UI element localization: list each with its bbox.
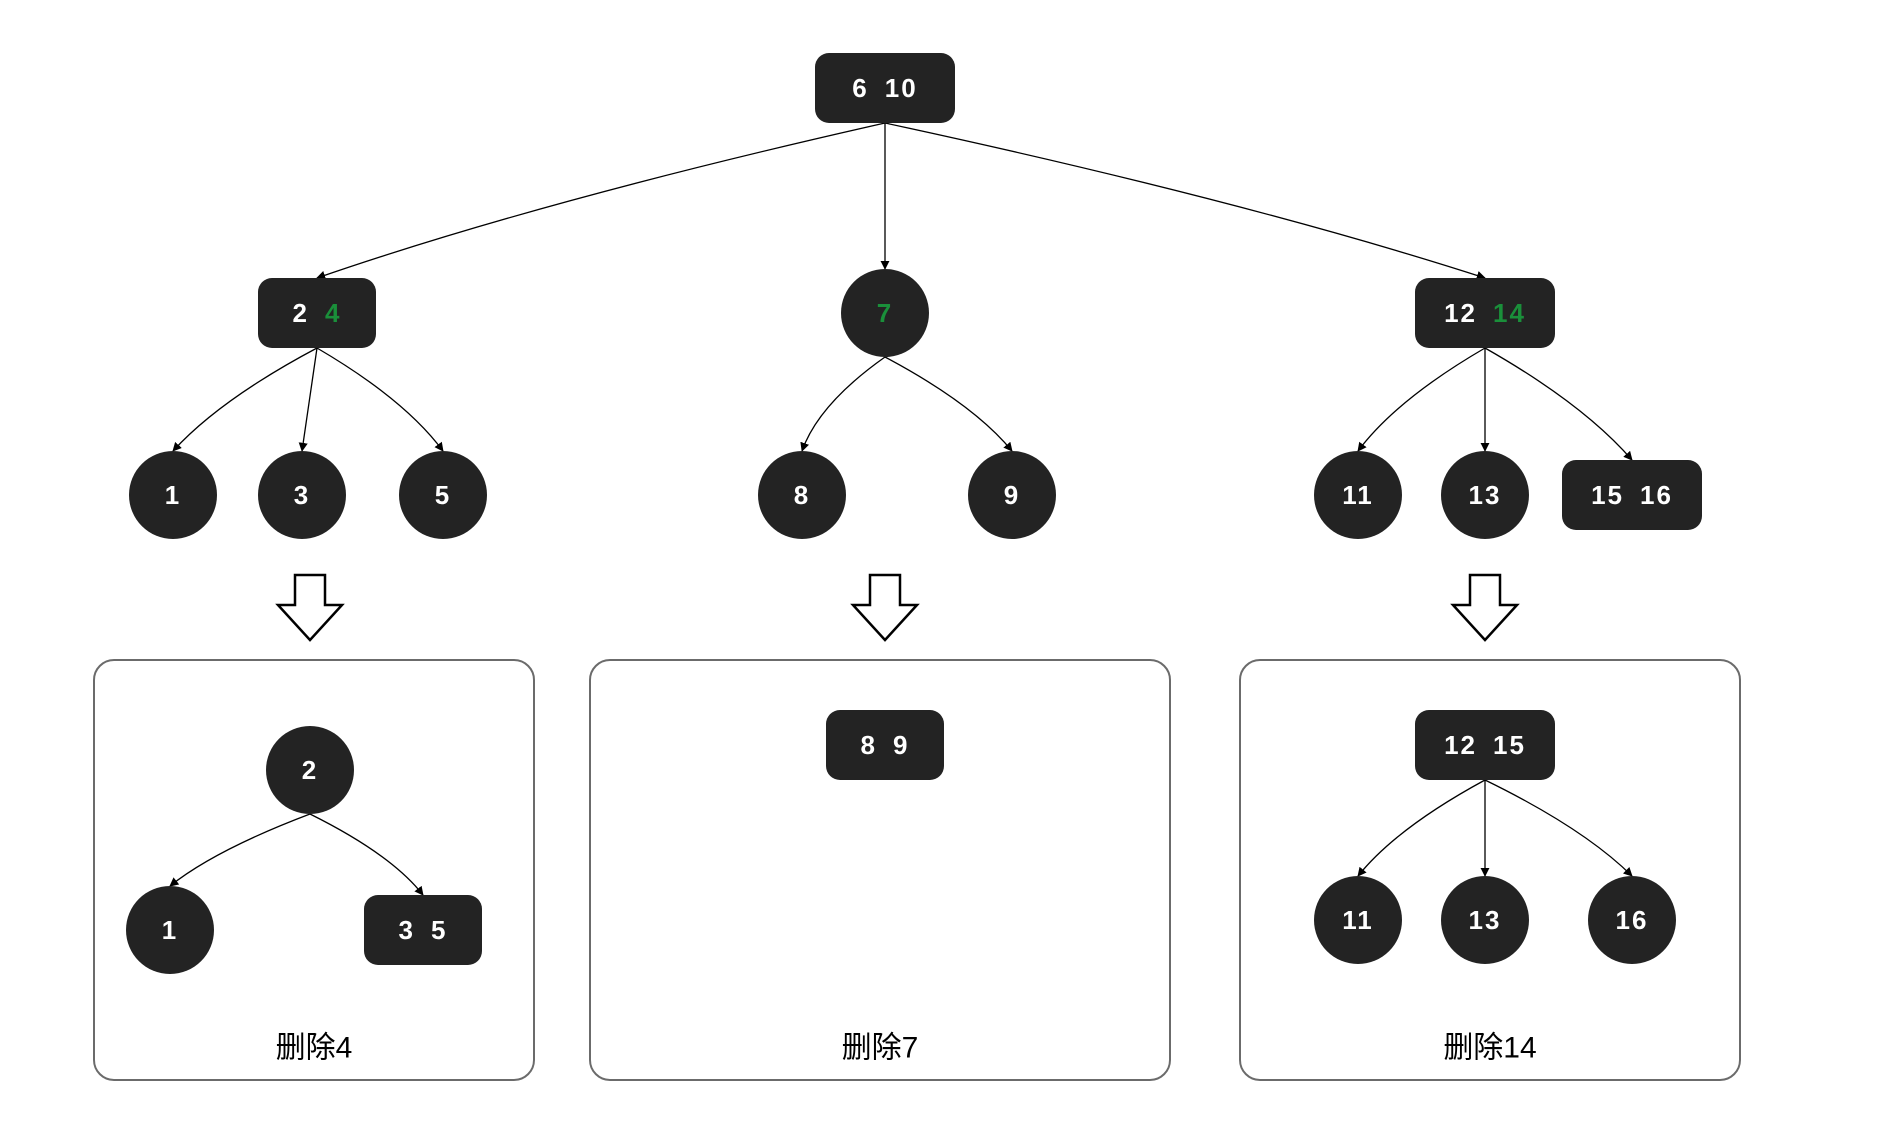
node-keys: 610 bbox=[852, 73, 917, 103]
tree-node: 89 bbox=[826, 710, 944, 780]
tree-edge bbox=[1358, 780, 1485, 876]
tree-node: 1215 bbox=[1415, 710, 1555, 780]
node-keys: 16 bbox=[1616, 905, 1649, 935]
result-panel bbox=[94, 660, 534, 1080]
tree-edge bbox=[1485, 348, 1632, 460]
tree-node: 1516 bbox=[1562, 460, 1702, 530]
tree-node: 1214 bbox=[1415, 278, 1555, 348]
panel-caption: 删除7 bbox=[842, 1032, 919, 1065]
transition-arrow-icon bbox=[853, 575, 917, 640]
tree-edge bbox=[173, 348, 317, 451]
transition-arrow-icon bbox=[278, 575, 342, 640]
node-keys: 11 bbox=[1342, 905, 1374, 935]
node-keys: 13 bbox=[1469, 905, 1502, 935]
tree-edge bbox=[302, 348, 317, 451]
node-keys: 11 bbox=[1342, 480, 1374, 510]
tree-edge bbox=[1358, 348, 1485, 451]
tree-edge bbox=[885, 123, 1485, 278]
tree-node: 610 bbox=[815, 53, 955, 123]
panel-caption: 删除4 bbox=[276, 1032, 353, 1065]
tree-node: 1 bbox=[126, 886, 214, 974]
tree-edge bbox=[310, 814, 423, 895]
tree-node: 1 bbox=[129, 451, 217, 539]
node-keys: 13 bbox=[1469, 480, 1502, 510]
node-keys: 8 bbox=[794, 480, 810, 510]
tree-node: 9 bbox=[968, 451, 1056, 539]
transition-arrow-icon bbox=[1453, 575, 1517, 640]
tree-node: 11 bbox=[1314, 451, 1402, 539]
node-keys: 1 bbox=[162, 915, 178, 945]
tree-node: 35 bbox=[364, 895, 482, 965]
tree-edge bbox=[885, 357, 1012, 451]
tree-node: 24 bbox=[258, 278, 376, 348]
tree-node: 13 bbox=[1441, 876, 1529, 964]
tree-node: 7 bbox=[841, 269, 929, 357]
tree-edge bbox=[1485, 780, 1632, 876]
node-keys: 3 bbox=[294, 480, 310, 510]
node-keys: 5 bbox=[435, 480, 451, 510]
tree-node: 5 bbox=[399, 451, 487, 539]
panel-caption: 删除14 bbox=[1443, 1032, 1536, 1065]
tree-node: 13 bbox=[1441, 451, 1529, 539]
tree-edge bbox=[317, 348, 443, 451]
tree-node: 3 bbox=[258, 451, 346, 539]
tree-edge bbox=[170, 814, 310, 886]
node-keys: 7 bbox=[877, 298, 893, 328]
node-keys: 2 bbox=[302, 755, 318, 785]
tree-node: 16 bbox=[1588, 876, 1676, 964]
tree-edge bbox=[802, 357, 885, 451]
tree-node: 11 bbox=[1314, 876, 1402, 964]
tree-node: 8 bbox=[758, 451, 846, 539]
node-keys: 1 bbox=[165, 480, 181, 510]
tree-node: 2 bbox=[266, 726, 354, 814]
node-keys: 9 bbox=[1004, 480, 1020, 510]
tree-edge bbox=[317, 123, 885, 278]
